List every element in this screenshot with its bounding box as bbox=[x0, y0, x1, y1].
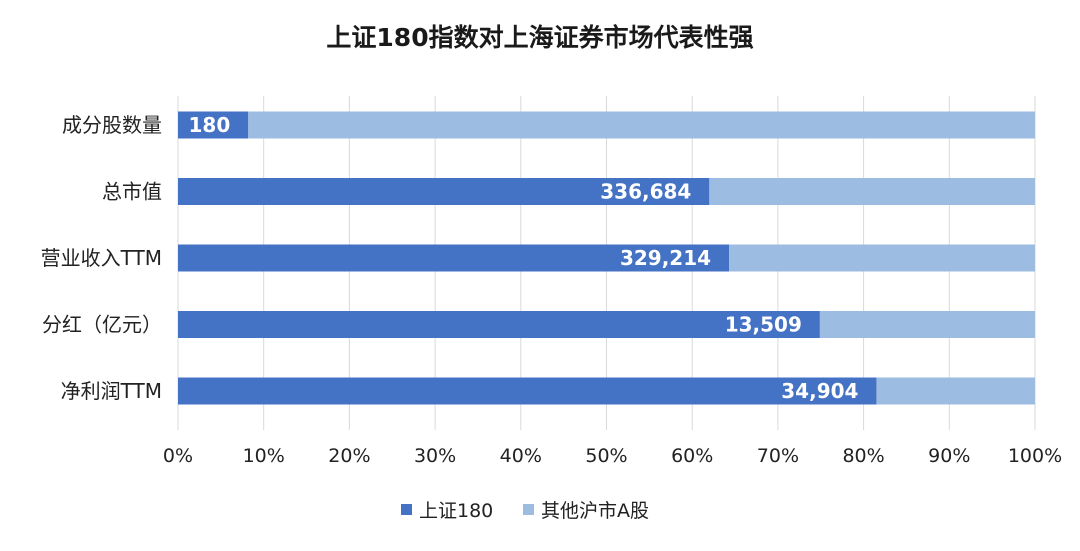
data-label: 336,684 bbox=[600, 180, 691, 204]
legend-swatch bbox=[401, 504, 412, 515]
x-tick-label: 60% bbox=[671, 445, 713, 467]
x-tick-label: 10% bbox=[243, 445, 285, 467]
x-tick-label: 30% bbox=[414, 445, 456, 467]
category-label: 营业收入TTM bbox=[41, 246, 162, 270]
bar-segment-shangzheng180 bbox=[178, 244, 730, 272]
x-tick-label: 40% bbox=[500, 445, 542, 467]
x-axis-ticks: 0% 10% 20% 30% 40% 50% 60% 70% 80% 90% 100% bbox=[163, 445, 1062, 467]
bar-segment-other-sh-a-shares bbox=[876, 377, 1035, 405]
category-label: 成分股数量 bbox=[62, 113, 162, 137]
category-label: 净利润TTM bbox=[61, 379, 162, 403]
x-tick-label: 70% bbox=[757, 445, 799, 467]
category-label: 分红（亿元） bbox=[42, 313, 162, 337]
bar-segment-other-sh-a-shares bbox=[709, 178, 1035, 205]
chart-title: 上证180指数对上海证券市场代表性强 bbox=[326, 23, 754, 52]
x-tick-label: 0% bbox=[163, 445, 193, 467]
bar-segment-shangzheng180 bbox=[178, 178, 710, 205]
bar-segment-shangzheng180 bbox=[178, 377, 877, 405]
data-label: 34,904 bbox=[781, 379, 858, 403]
bar-segment-other-sh-a-shares bbox=[729, 244, 1035, 272]
data-label: 180 bbox=[189, 113, 231, 137]
bar-segment-other-sh-a-shares bbox=[819, 311, 1035, 338]
bars: 180 336,684 329,214 13,509 34,904 bbox=[178, 111, 1036, 405]
bar-segment-shangzheng180 bbox=[178, 311, 820, 338]
data-label: 13,509 bbox=[725, 313, 802, 337]
x-tick-label: 100% bbox=[1008, 445, 1062, 467]
legend-swatch bbox=[523, 504, 534, 515]
x-tick-label: 20% bbox=[328, 445, 370, 467]
bar-segment-shangzheng180 bbox=[178, 111, 249, 139]
x-tick-label: 50% bbox=[585, 445, 627, 467]
legend-label: 其他沪市A股 bbox=[541, 500, 649, 522]
bar-segment-other-sh-a-shares bbox=[248, 111, 1036, 139]
category-label: 总市值 bbox=[102, 180, 162, 204]
x-tick-label: 80% bbox=[842, 445, 884, 467]
x-tick-label: 90% bbox=[928, 445, 970, 467]
legend-label: 上证180 bbox=[419, 500, 493, 522]
data-label: 329,214 bbox=[620, 246, 711, 270]
legend: 上证180 其他沪市A股 bbox=[401, 500, 649, 522]
